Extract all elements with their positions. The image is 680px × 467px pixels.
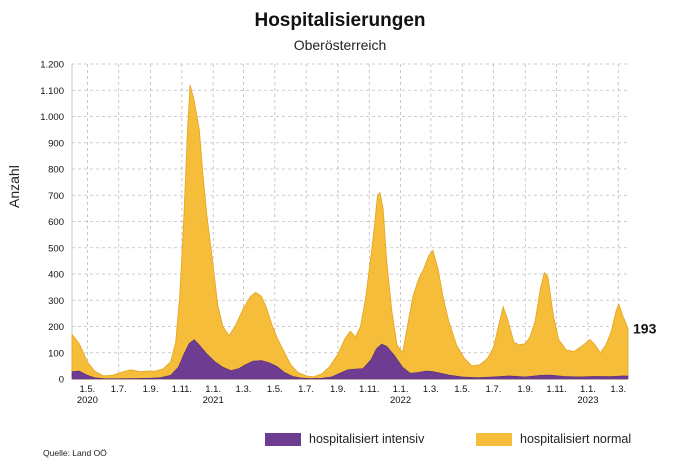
- legend-item-normal: hospitalisiert normal: [476, 432, 631, 446]
- x-tick-label: 1.1.: [393, 384, 409, 395]
- x-tick-label: 1.7.: [298, 384, 314, 395]
- x-tick-year: 2022: [390, 395, 411, 406]
- x-tick-label: 1.9.: [330, 384, 346, 395]
- y-tick-label: 900: [48, 138, 64, 149]
- y-tick-label: 400: [48, 270, 64, 281]
- y-tick-label: 600: [48, 217, 64, 228]
- legend-swatch-intensiv: [265, 432, 301, 446]
- x-tick-label: 1.1.: [580, 384, 596, 395]
- x-tick-year: 2020: [77, 395, 98, 406]
- x-tick-label: 1.3.: [236, 384, 252, 395]
- y-tick-label: 300: [48, 296, 64, 307]
- y-tick-label: 700: [48, 191, 64, 202]
- last-value-label: 193: [633, 320, 657, 336]
- y-tick-label: 100: [48, 348, 64, 359]
- legend-item-intensiv: hospitalisiert intensiv: [265, 432, 424, 446]
- x-tick-year: 2021: [203, 395, 224, 406]
- legend-label-intensiv: hospitalisiert intensiv: [309, 432, 425, 446]
- y-tick-label: 800: [48, 165, 64, 176]
- y-tick-label: 1.100: [40, 86, 64, 97]
- legend-label-normal: hospitalisiert normal: [520, 432, 632, 446]
- x-tick-label: 1.11.: [546, 384, 566, 395]
- x-tick-label: 1.11.: [359, 384, 379, 395]
- series-area-normal: [71, 84, 629, 380]
- x-tick-label: 1.5.: [454, 384, 470, 395]
- y-tick-label: 0: [59, 375, 64, 386]
- y-tick-label: 500: [48, 243, 64, 254]
- chart-plot: 0 100 200 300 400 500 600 700 800 900 1.000 1.100 1.…: [40, 60, 657, 407]
- x-tick-label: 1.11.: [172, 384, 192, 395]
- legend: hospitalisiert intensiv hospitalisiert n…: [0, 432, 680, 454]
- x-tick-label: 1.5.: [267, 384, 283, 395]
- series-area-intensiv: [71, 339, 629, 380]
- legend-swatch-normal: [476, 432, 512, 446]
- x-tick-year: 2023: [577, 395, 598, 406]
- chart-title: Hospitalisierungen: [254, 10, 426, 31]
- x-tick-label: 1.5.: [79, 384, 95, 395]
- x-tick-label: 1.7.: [111, 384, 127, 395]
- y-tick-label: 200: [48, 322, 64, 333]
- x-tick-label: 1.7.: [486, 384, 502, 395]
- y-tick-label: 1.000: [40, 112, 64, 123]
- y-tick-label: 1.200: [40, 60, 64, 71]
- x-tick-label: 1.9.: [517, 384, 533, 395]
- x-tick-label: 1.1.: [205, 384, 221, 395]
- x-tick-label: 1.9.: [143, 384, 159, 395]
- x-tick-label: 1.3.: [610, 384, 626, 395]
- source-note: Quelle: Land OÖ: [43, 448, 107, 458]
- chart-subtitle: Oberösterreich: [293, 37, 387, 53]
- x-tick-label: 1.3.: [423, 384, 439, 395]
